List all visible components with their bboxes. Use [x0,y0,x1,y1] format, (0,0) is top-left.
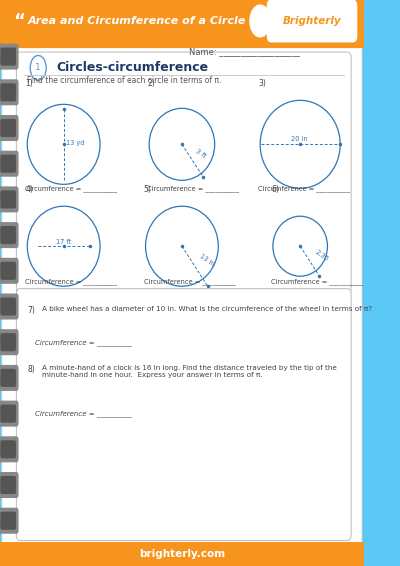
FancyBboxPatch shape [0,333,16,351]
FancyBboxPatch shape [0,369,16,387]
FancyBboxPatch shape [0,226,16,244]
Text: Circumference = __________: Circumference = __________ [34,339,132,346]
Text: 6): 6) [271,185,279,194]
Text: 13 in: 13 in [198,253,215,268]
Ellipse shape [273,216,328,276]
Text: 4): 4) [26,185,33,194]
FancyBboxPatch shape [0,472,18,498]
FancyBboxPatch shape [16,289,351,541]
Text: A bike wheel has a diameter of 10 in. What is the circumference of the wheel in : A bike wheel has a diameter of 10 in. Wh… [42,306,372,312]
Text: 20 in: 20 in [291,136,308,142]
FancyBboxPatch shape [2,11,362,566]
Text: Circumference = __________: Circumference = __________ [144,278,236,285]
FancyBboxPatch shape [0,294,18,320]
FancyBboxPatch shape [0,151,18,177]
Ellipse shape [27,104,100,185]
FancyBboxPatch shape [0,512,16,530]
Text: 1: 1 [35,63,41,72]
FancyBboxPatch shape [0,542,364,566]
FancyBboxPatch shape [0,436,18,462]
FancyBboxPatch shape [0,508,18,534]
FancyBboxPatch shape [0,476,16,494]
Text: brighterly.com: brighterly.com [139,549,225,559]
Text: Circumference = __________: Circumference = __________ [271,278,363,285]
Text: 8): 8) [27,365,35,374]
Text: 13 yd: 13 yd [66,140,85,145]
FancyBboxPatch shape [0,0,368,48]
FancyBboxPatch shape [0,44,18,70]
Text: 3 ft: 3 ft [195,148,207,160]
Text: 17 ft: 17 ft [56,239,72,245]
FancyBboxPatch shape [0,79,18,105]
Text: Circumference = __________: Circumference = __________ [258,185,350,192]
Text: 2): 2) [147,79,155,88]
Text: Find the circumference of each circle in terms of π.: Find the circumference of each circle in… [27,76,222,85]
Text: Circles-circumference: Circles-circumference [56,62,208,74]
Text: Circumference = __________: Circumference = __________ [26,185,118,192]
FancyBboxPatch shape [0,115,18,141]
Circle shape [30,55,46,80]
Text: 2.36: 2.36 [314,249,329,263]
FancyBboxPatch shape [0,83,16,101]
FancyBboxPatch shape [0,401,18,427]
Text: Area and Circumference of a Circle: Area and Circumference of a Circle [27,16,246,26]
FancyBboxPatch shape [0,186,18,212]
Text: Circumference = __________: Circumference = __________ [147,185,240,192]
FancyBboxPatch shape [0,258,18,284]
FancyBboxPatch shape [267,0,357,42]
FancyBboxPatch shape [0,119,16,137]
Text: 5): 5) [144,185,152,194]
Ellipse shape [260,100,340,188]
Text: 3): 3) [258,79,266,88]
Text: Circumference = __________: Circumference = __________ [26,278,118,285]
FancyBboxPatch shape [0,329,18,355]
Text: Name: ___________________: Name: ___________________ [189,48,300,57]
Text: “: “ [13,12,25,30]
FancyBboxPatch shape [0,405,16,423]
FancyBboxPatch shape [0,440,16,458]
FancyBboxPatch shape [16,52,351,294]
FancyBboxPatch shape [0,222,18,248]
Circle shape [250,5,270,37]
Text: Brighterly: Brighterly [283,16,342,26]
FancyBboxPatch shape [0,298,16,316]
Ellipse shape [146,206,218,286]
Text: 7): 7) [27,306,35,315]
FancyBboxPatch shape [0,48,16,66]
FancyBboxPatch shape [0,365,18,391]
Ellipse shape [27,206,100,286]
Ellipse shape [149,108,215,181]
Text: A minute-hand of a clock is 16 in long. Find the distance traveled by the tip of: A minute-hand of a clock is 16 in long. … [42,365,337,378]
FancyBboxPatch shape [0,261,16,280]
Text: 1): 1) [26,79,33,88]
Text: Circumference = __________: Circumference = __________ [34,410,132,417]
FancyBboxPatch shape [0,190,16,208]
FancyBboxPatch shape [0,155,16,173]
